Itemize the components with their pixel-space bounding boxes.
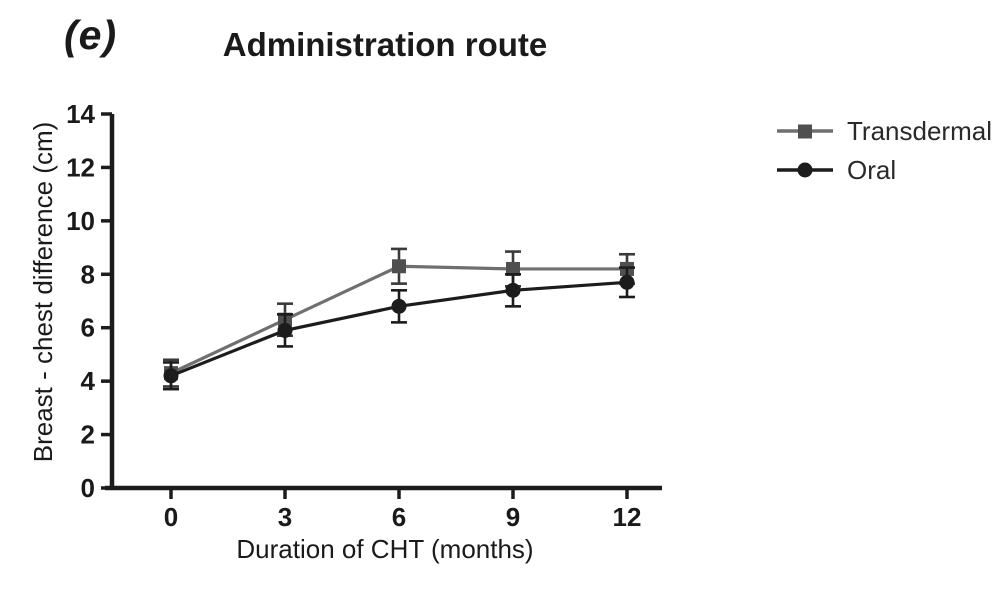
svg-text:6: 6 [392, 502, 406, 532]
svg-text:12: 12 [613, 502, 642, 532]
svg-text:6: 6 [81, 313, 95, 343]
oral-marker-icon [777, 162, 833, 178]
svg-text:2: 2 [81, 420, 95, 450]
svg-text:Duration of CHT (months): Duration of CHT (months) [236, 534, 533, 564]
svg-text:8: 8 [81, 259, 95, 289]
legend: Transdermal Oral [776, 118, 992, 183]
svg-text:9: 9 [506, 502, 520, 532]
svg-text:0: 0 [164, 502, 178, 532]
svg-text:Breast - chest difference (cm): Breast - chest difference (cm) [28, 122, 58, 463]
svg-text:4: 4 [81, 366, 96, 396]
svg-text:12: 12 [66, 152, 95, 182]
transdermal-marker-icon [777, 124, 833, 139]
svg-text:0: 0 [81, 473, 95, 503]
svg-text:3: 3 [278, 502, 292, 532]
svg-text:14: 14 [66, 99, 95, 129]
legend-item-oral: Oral [776, 157, 992, 183]
svg-text:10: 10 [66, 206, 95, 236]
chart-title: Administration route [222, 26, 548, 63]
legend-label-oral: Oral [847, 155, 897, 185]
legend-label-transdermal: Transdermal [847, 116, 992, 146]
legend-item-transdermal: Transdermal [776, 118, 992, 144]
panel-label: (e) [64, 12, 118, 58]
